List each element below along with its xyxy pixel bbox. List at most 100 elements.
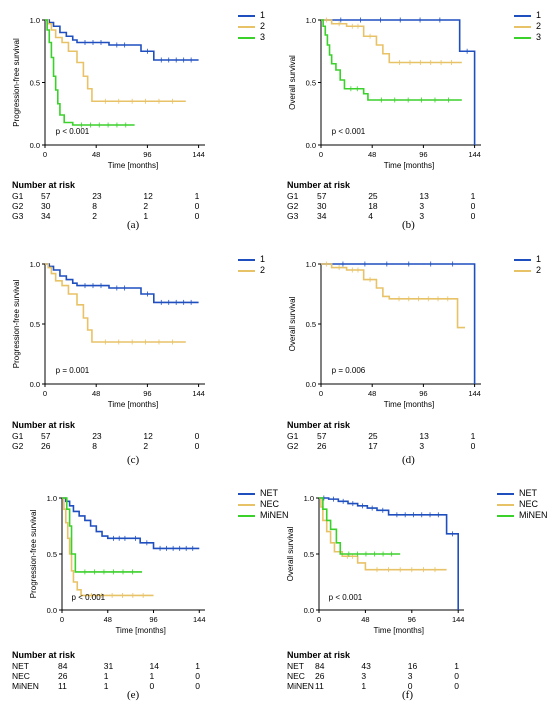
risk-cell: 30 (317, 201, 327, 211)
panel-label: (f) (402, 689, 413, 701)
risk-cell: 84 (315, 661, 325, 671)
legend-label: 1 (536, 10, 542, 20)
legend-swatch (238, 504, 255, 506)
risk-cell: 16 (407, 661, 418, 671)
y-tick-label: 0.5 (306, 320, 316, 329)
survival-curve-2 (321, 263, 465, 329)
panel-label: (d) (402, 454, 415, 466)
survival-curve-2 (45, 19, 186, 103)
y-axis-label: Progression-free survival (29, 510, 38, 599)
risk-row: NEC 26 3 3 0 (287, 671, 537, 681)
x-tick-label: 48 (361, 615, 369, 624)
x-tick-label: 96 (149, 615, 157, 624)
risk-cell: 3 (407, 671, 413, 681)
risk-row-label: NEC (12, 671, 30, 681)
risk-row-label: G3 (12, 211, 24, 221)
survival-curve-NEC (319, 497, 447, 571)
risk-row: G1 57 23 12 0 (12, 431, 262, 441)
risk-cell: 0 (407, 681, 413, 691)
y-axis-label: Progression-free survival (12, 38, 21, 127)
survival-curve-3 (45, 19, 135, 126)
risk-row: G1 57 25 13 1 (287, 191, 537, 201)
y-axis-label: Overall survival (288, 55, 297, 110)
p-value: p = 0.001 (56, 366, 90, 375)
survival-curve-NEC (62, 497, 154, 597)
risk-cell: 0 (470, 201, 476, 211)
x-tick-label: 96 (143, 150, 151, 159)
x-tick-label: 144 (192, 150, 205, 159)
risk-row-label: NET (287, 661, 304, 671)
y-tick-label: 1.0 (304, 494, 314, 503)
risk-row-label: G1 (287, 191, 299, 201)
risk-cell: 0 (194, 441, 200, 451)
risk-cell: 1 (361, 681, 367, 691)
y-tick-label: 1.0 (30, 260, 40, 269)
y-tick-label: 1.0 (47, 494, 57, 503)
risk-cell: 0 (470, 211, 476, 221)
risk-table-e: Number at risk NET 84 31 14 1 NEC 26 1 1 0 MiNEN 11 1… (12, 650, 262, 691)
risk-row-label: G2 (12, 441, 24, 451)
legend-swatch (238, 15, 255, 17)
risk-row-label: G1 (12, 191, 24, 201)
legend-swatch (497, 515, 514, 517)
risk-cell: 1 (194, 191, 200, 201)
x-tick-label: 0 (317, 615, 321, 624)
risk-cell: 8 (92, 201, 97, 211)
risk-row: G2 26 17 3 0 (287, 441, 537, 451)
risk-cell: 11 (315, 681, 324, 691)
legend-label: MiNEN (519, 510, 548, 520)
risk-row-label: G2 (287, 201, 299, 211)
risk-table-title: Number at risk (287, 180, 351, 190)
panel-label: (b) (402, 219, 415, 231)
survival-curve-NET (319, 497, 459, 610)
risk-table-d: Number at risk G1 57 25 13 1 G2 26 17 3 0 (287, 420, 537, 451)
y-tick-label: 0.5 (306, 79, 316, 88)
y-tick-label: 1.0 (30, 16, 40, 25)
risk-cell: 1 (454, 661, 459, 671)
legend-swatch (514, 37, 531, 39)
risk-cell: 23 (92, 191, 102, 201)
x-tick-label: 48 (368, 150, 376, 159)
risk-cell: 57 (41, 191, 51, 201)
risk-table-c: Number at risk G1 57 23 12 0 G2 26 8 2 0 (12, 420, 262, 451)
y-tick-label: 0.0 (306, 141, 316, 150)
legend-swatch (514, 15, 531, 17)
risk-table-b: Number at risk G1 57 25 13 1 G2 30 18 3 0 G3 34 4 3 0 (287, 180, 537, 221)
risk-cell: 57 (317, 431, 327, 441)
x-tick-label: 0 (43, 150, 47, 159)
risk-cell: 26 (58, 671, 68, 681)
legend-label: NEC (260, 499, 280, 509)
x-tick-label: 48 (92, 150, 100, 159)
risk-cell: 2 (143, 441, 149, 451)
survival-curve-MiNEN (319, 497, 401, 555)
risk-row-label: G2 (287, 441, 299, 451)
risk-cell: 1 (149, 671, 155, 681)
y-axis-label: Progression-free survival (12, 280, 21, 369)
risk-cell: 13 (419, 431, 429, 441)
legend-label: MiNEN (260, 510, 289, 520)
y-tick-label: 0.0 (306, 380, 316, 389)
x-tick-label: 0 (43, 389, 47, 398)
x-tick-label: 0 (319, 389, 323, 398)
x-axis-label: Time [months] (374, 626, 424, 635)
risk-cell: 0 (194, 431, 200, 441)
x-tick-label: 96 (143, 389, 151, 398)
risk-cell: 1 (470, 431, 476, 441)
panel-label: (e) (127, 689, 140, 701)
risk-row: G2 30 18 3 0 (287, 201, 537, 211)
legend-swatch (514, 259, 531, 261)
risk-cell: 3 (419, 441, 425, 451)
risk-cell: 0 (454, 671, 459, 681)
p-value: p < 0.001 (329, 593, 363, 602)
risk-row: G3 34 4 3 0 (287, 211, 537, 221)
risk-cell: 26 (317, 441, 327, 451)
risk-row-label: G2 (12, 201, 24, 211)
x-tick-label: 48 (368, 389, 376, 398)
risk-cell: 13 (419, 191, 429, 201)
x-axis-label: Time [months] (115, 626, 165, 635)
risk-cell: 57 (41, 431, 51, 441)
survival-curve-1 (45, 19, 199, 61)
risk-row-label: G1 (12, 431, 24, 441)
risk-cell: 0 (149, 681, 155, 691)
